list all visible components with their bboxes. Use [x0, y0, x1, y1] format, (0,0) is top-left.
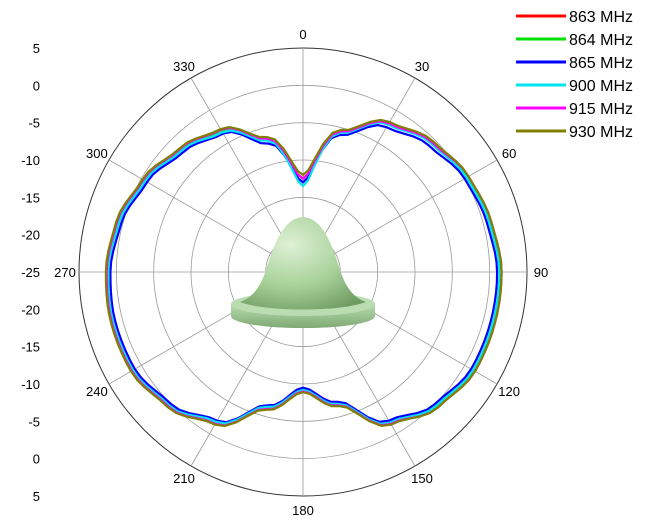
angle-tick-label: 150: [411, 471, 433, 486]
series-line-865-mhz: [109, 124, 499, 424]
radial-tick-label: -20: [21, 228, 40, 243]
radial-tick-label: -25: [21, 265, 40, 280]
angle-tick-label: 240: [86, 384, 108, 399]
dome-antenna-3d-icon: [231, 217, 375, 328]
radial-tick-label: -10: [21, 153, 40, 168]
angle-tick-label: 180: [292, 503, 314, 518]
series-group: [104, 118, 503, 428]
radial-tick-label: -20: [21, 302, 40, 317]
legend: 863 MHz 864 MHz 865 MHz 900 MHz 915 MHz 930 M…: [516, 9, 633, 141]
radial-tick-labels: 5 0 -5 -10 -15 -20 -25 -20 -15 -10 -5 0 5: [21, 41, 40, 504]
radial-tick-label: 5: [33, 41, 40, 56]
angle-tick-label: 300: [86, 146, 108, 161]
legend-label: 915 MHz: [569, 101, 633, 118]
legend-label: 900 MHz: [569, 78, 633, 95]
radial-tick-label: -15: [21, 190, 40, 205]
radial-tick-label: -15: [21, 340, 40, 355]
series-line-930-mhz: [104, 118, 503, 428]
radial-tick-label: 0: [33, 452, 40, 467]
radial-tick-label: 5: [33, 489, 40, 504]
legend-label: 863 MHz: [569, 9, 633, 26]
angle-tick-label: 90: [534, 265, 548, 280]
radial-tick-label: -5: [28, 414, 40, 429]
grid-spoke: [108, 159, 304, 273]
angle-tick-label: 210: [173, 471, 195, 486]
series-line-900-mhz: [107, 121, 501, 425]
radial-tick-label: -10: [21, 377, 40, 392]
angle-tick-label: 0: [299, 27, 306, 42]
legend-label: 930 MHz: [569, 124, 633, 141]
angle-tick-label: 270: [54, 265, 76, 280]
radial-tick-label: -5: [28, 116, 40, 131]
legend-label: 864 MHz: [569, 32, 633, 49]
angle-tick-label: 330: [173, 59, 195, 74]
angle-tick-label: 120: [498, 384, 520, 399]
angle-tick-label: 60: [502, 146, 516, 161]
radial-tick-label: 0: [33, 78, 40, 93]
legend-label: 865 MHz: [569, 55, 633, 72]
angular-tick-labels: 0 30 60 90 120 150 180 210 240 270 300 330: [54, 27, 548, 518]
angle-tick-label: 30: [415, 59, 429, 74]
